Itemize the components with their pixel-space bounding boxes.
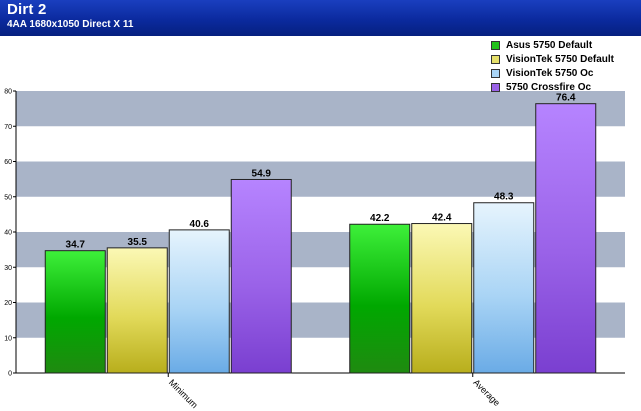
data-label: 48.3 [494,192,514,203]
data-label: 42.4 [432,213,452,224]
y-tick-label: 70 [4,124,12,131]
y-tick-label: 50 [4,194,12,201]
legend-label: Asus 5750 Default [506,39,593,51]
y-tick-label: 30 [4,265,12,272]
grid-band [16,161,625,197]
legend-item: 5750 Crossfire Oc [491,80,636,94]
bar [535,103,597,374]
legend-swatch [491,82,500,92]
legend-swatch [491,40,500,50]
legend-label: VisionTek 5750 Oc [506,67,594,79]
legend-label: 5750 Crossfire Oc [506,81,592,93]
legend-swatch [491,68,500,78]
y-tick-label: 60 [4,159,12,166]
category-label: Minimum [167,377,200,410]
data-label: 35.5 [128,237,148,248]
y-tick-label: 0 [8,371,12,378]
legend-item: VisionTek 5750 Oc [491,66,636,80]
category-label: Average [471,377,502,408]
bar [168,229,230,374]
bar [106,247,168,374]
data-label: 76.4 [556,93,576,104]
data-label: 34.7 [66,240,86,251]
data-label: 42.2 [370,213,390,224]
legend: Asus 5750 Default VisionTek 5750 Default V… [491,38,636,94]
title-bar: Dirt 2 4AA 1680x1050 Direct X 11 [0,0,641,36]
bar [349,223,411,374]
data-label: 54.9 [252,168,272,179]
bar [44,250,106,374]
legend-item: VisionTek 5750 Default [491,52,636,66]
bar-chart: 0 10 20 30 40 50 60 70 80 34.7 35.5 40.6 54.9 Minimum… [4,89,625,410]
bar [473,202,535,374]
y-tick-label: 40 [4,230,12,237]
chart-title: Dirt 2 [7,1,47,18]
y-tick-label: 20 [4,300,12,307]
chart-subtitle: 4AA 1680x1050 Direct X 11 [7,19,134,30]
grid-band [16,126,625,162]
data-label: 40.6 [190,219,210,230]
legend-swatch [491,54,500,64]
legend-label: VisionTek 5750 Default [506,53,615,65]
bar [411,223,473,374]
y-tick-label: 80 [4,89,12,96]
bar [230,178,292,374]
y-tick-label: 10 [4,335,12,342]
legend-item: Asus 5750 Default [491,38,636,52]
grid-band [16,91,625,127]
